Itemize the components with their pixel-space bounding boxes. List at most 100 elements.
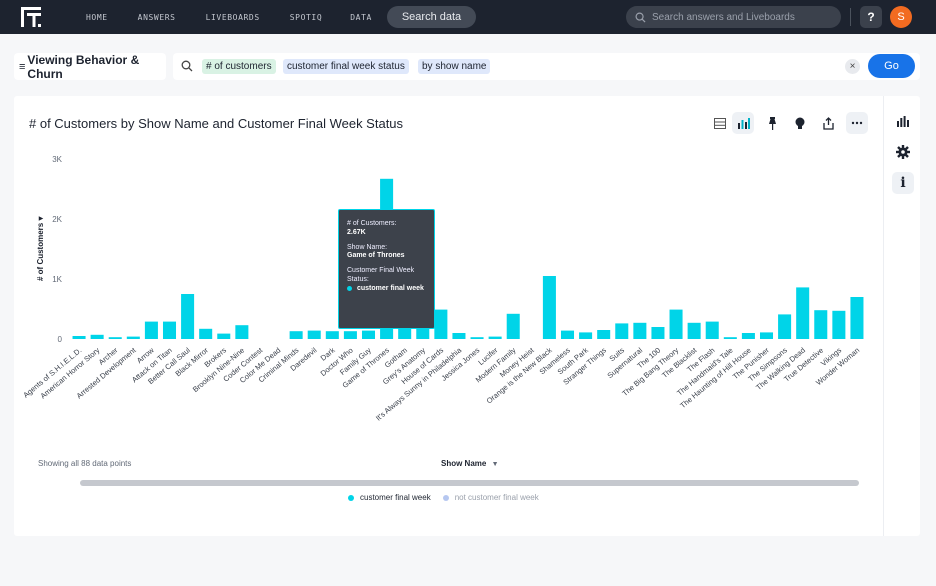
x-axis-selector-label: Show Name	[441, 459, 487, 468]
chart-bar[interactable]	[741, 333, 755, 339]
chart-bar[interactable]	[542, 276, 556, 339]
go-button[interactable]: Go	[868, 54, 915, 78]
chart-bar[interactable]	[361, 330, 376, 339]
share-icon[interactable]	[817, 112, 839, 134]
chart-bar[interactable]	[814, 310, 828, 339]
data-source-name: Viewing Behavior & Churn	[27, 52, 140, 81]
chart-bar[interactable]	[235, 325, 249, 339]
chart-icon[interactable]	[732, 112, 754, 134]
data-points-count: Showing all 88 data points	[38, 459, 132, 468]
chart-bar[interactable]	[199, 328, 213, 339]
chart-bar[interactable]	[217, 333, 231, 339]
answer-title: # of Customers by Show Name and Customer…	[29, 116, 404, 131]
chart-bar[interactable]	[633, 322, 647, 339]
tooltip-status-row: customer final week	[347, 285, 426, 294]
nav-answers[interactable]: ANSWERS	[137, 12, 176, 22]
chart-bar[interactable]	[343, 331, 357, 339]
chart-legend: customer final week not customer final w…	[348, 493, 551, 502]
legend-dot-not-final-week	[442, 494, 449, 501]
chart-bar[interactable]	[434, 309, 448, 339]
chart-bar[interactable]	[126, 336, 140, 339]
chart-bar[interactable]	[488, 336, 502, 339]
chart-bar[interactable]	[307, 330, 321, 339]
tooltip-status-value: customer final week	[357, 284, 424, 292]
global-search[interactable]	[626, 6, 841, 28]
nav-links: HOME ANSWERS LIVEBOARDS SPOTIQ DATA	[86, 0, 402, 34]
chart-bar[interactable]	[72, 336, 86, 339]
legend-item-not-final-week[interactable]: not customer final week	[442, 493, 539, 502]
chart-bar[interactable]	[108, 337, 122, 339]
nav-spotiq[interactable]: SPOTIQ	[289, 12, 323, 22]
chart-bar[interactable]	[669, 309, 683, 339]
info-icon[interactable]: i	[892, 172, 914, 194]
tooltip-dim-label: Show Name:	[347, 243, 388, 251]
search-query-bar[interactable]: # of customers customer final week statu…	[173, 53, 920, 80]
chart-bar[interactable]	[506, 313, 520, 339]
chart-bar[interactable]	[325, 331, 339, 339]
search-icon	[635, 12, 646, 23]
chart-bar[interactable]	[597, 330, 611, 339]
nav-data[interactable]: DATA	[350, 12, 372, 22]
chart-bar[interactable]	[651, 327, 665, 339]
chart-bar[interactable]	[560, 330, 575, 339]
search-token-measure[interactable]: # of customers	[202, 59, 276, 74]
tooltip-status-label: Customer Final Week Status:	[347, 267, 415, 283]
y-tick-label: 1K	[52, 275, 62, 284]
chart-bar[interactable]	[778, 314, 792, 339]
tooltip-status-dot	[347, 286, 352, 292]
chart-bar[interactable]	[796, 287, 810, 339]
chart-tooltip: # of Customers: 2.67K Show Name: Game of…	[338, 209, 435, 329]
chart-bar[interactable]	[90, 334, 104, 339]
chart-bar[interactable]	[181, 294, 195, 339]
y-axis-label[interactable]: # of Customers ▾	[36, 216, 45, 281]
tooltip-measure-label: # of Customers:	[347, 220, 397, 227]
search-token-status[interactable]: customer final week status	[283, 59, 409, 74]
more-icon[interactable]	[846, 112, 868, 134]
chart-bar[interactable]	[705, 321, 719, 339]
top-nav: HOME ANSWERS LIVEBOARDS SPOTIQ DATA Sear…	[0, 0, 936, 34]
chart-bar[interactable]	[850, 297, 864, 339]
search-icon	[181, 60, 193, 72]
chart-bar[interactable]	[470, 337, 484, 339]
search-token-show-name[interactable]: by show name	[418, 59, 491, 74]
clear-search-button[interactable]: ×	[845, 59, 860, 74]
chevron-down-icon: ▼	[491, 461, 499, 468]
search-data-button[interactable]: Search data	[387, 6, 476, 28]
thoughtspot-logo-icon[interactable]	[20, 6, 42, 28]
data-source-selector[interactable]: ≡ Viewing Behavior & Churn	[14, 52, 166, 81]
help-button[interactable]: ?	[860, 6, 882, 28]
chart-bar[interactable]	[687, 322, 701, 339]
nav-home[interactable]: HOME	[86, 12, 108, 22]
chart-bar[interactable]	[144, 321, 158, 339]
nav-liveboards[interactable]: LIVEBOARDS	[205, 12, 260, 22]
y-tick-label: 3K	[52, 155, 62, 164]
settings-gear-icon[interactable]	[892, 141, 914, 163]
chart-type-icon[interactable]	[892, 110, 914, 132]
tooltip-measure-value: 2.67K	[347, 228, 366, 236]
chart-bar[interactable]	[832, 310, 846, 339]
chart-bar[interactable]	[398, 327, 412, 339]
chart-bar[interactable]	[723, 337, 737, 339]
table-icon[interactable]	[709, 112, 731, 134]
spotiq-bulb-icon[interactable]	[789, 112, 811, 134]
global-search-input[interactable]	[652, 11, 832, 23]
legend-label-not-final-week: not customer final week	[454, 493, 539, 502]
chart-bar[interactable]	[162, 321, 177, 339]
avatar[interactable]: S	[890, 6, 912, 28]
legend-label-final-week: customer final week	[360, 493, 431, 502]
chart-bar[interactable]	[615, 323, 629, 339]
pin-icon[interactable]	[761, 112, 783, 134]
legend-dot-final-week	[348, 494, 354, 501]
stack-icon: ≡	[19, 60, 26, 73]
chart-bar[interactable]	[289, 331, 303, 339]
x-axis-selector[interactable]: Show Name ▼	[441, 459, 499, 468]
chart-bar[interactable]	[579, 332, 593, 339]
y-tick-label: 2K	[52, 215, 62, 224]
chart-bar[interactable]	[452, 333, 466, 339]
chart-bar[interactable]	[759, 332, 774, 339]
tooltip-dim-value: Game of Thrones	[347, 252, 405, 260]
chart-horizontal-scrollbar[interactable]	[80, 480, 859, 486]
legend-item-final-week[interactable]: customer final week	[348, 493, 431, 502]
nav-divider	[850, 8, 851, 26]
